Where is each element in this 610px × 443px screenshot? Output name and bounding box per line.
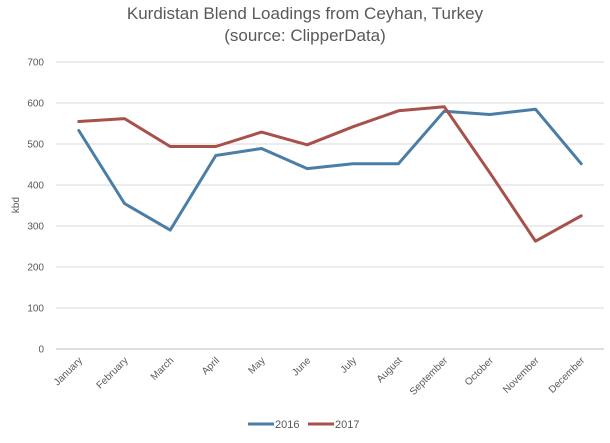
- y-axis-title: kbd: [11, 197, 22, 213]
- x-tick-label: September: [408, 355, 451, 398]
- legend: 2016 2017: [248, 419, 359, 431]
- y-tick-label: 200: [27, 263, 44, 274]
- x-tick-label: March: [149, 355, 176, 382]
- chart-title: Kurdistan Blend Loadings from Ceyhan, Tu…: [126, 4, 484, 23]
- series-line-2017: [77, 105, 583, 243]
- gridlines: [56, 61, 604, 350]
- x-tick-label: December: [547, 355, 588, 396]
- x-tick-label: October: [463, 355, 496, 388]
- x-tick-label: February: [95, 355, 131, 391]
- y-tick-label: 700: [27, 58, 44, 69]
- y-tick-labels: 0 100 200 300 400 500 600 700: [27, 58, 44, 356]
- x-tick-label: July: [339, 355, 359, 375]
- y-tick-label: 300: [27, 222, 44, 233]
- y-tick-label: 600: [27, 99, 44, 110]
- legend-label-2016: 2016: [275, 419, 299, 431]
- chart-subtitle: (source: ClipperData): [224, 26, 386, 45]
- y-tick-label: 500: [27, 140, 44, 151]
- x-tick-labels: January February March April May June July Augu…: [52, 355, 588, 398]
- x-tick-label: November: [501, 355, 542, 396]
- x-tick-label: June: [290, 355, 313, 378]
- x-tick-label: May: [246, 355, 267, 376]
- series-lines: [77, 105, 583, 243]
- legend-label-2017: 2017: [335, 419, 359, 431]
- y-tick-label: 0: [38, 345, 44, 356]
- y-tick-label: 100: [27, 304, 44, 315]
- y-tick-label: 400: [27, 181, 44, 192]
- x-tick-label: April: [200, 355, 222, 377]
- x-tick-label: August: [375, 355, 405, 385]
- x-tick-label: January: [52, 355, 85, 388]
- series-line-2016: [77, 107, 583, 232]
